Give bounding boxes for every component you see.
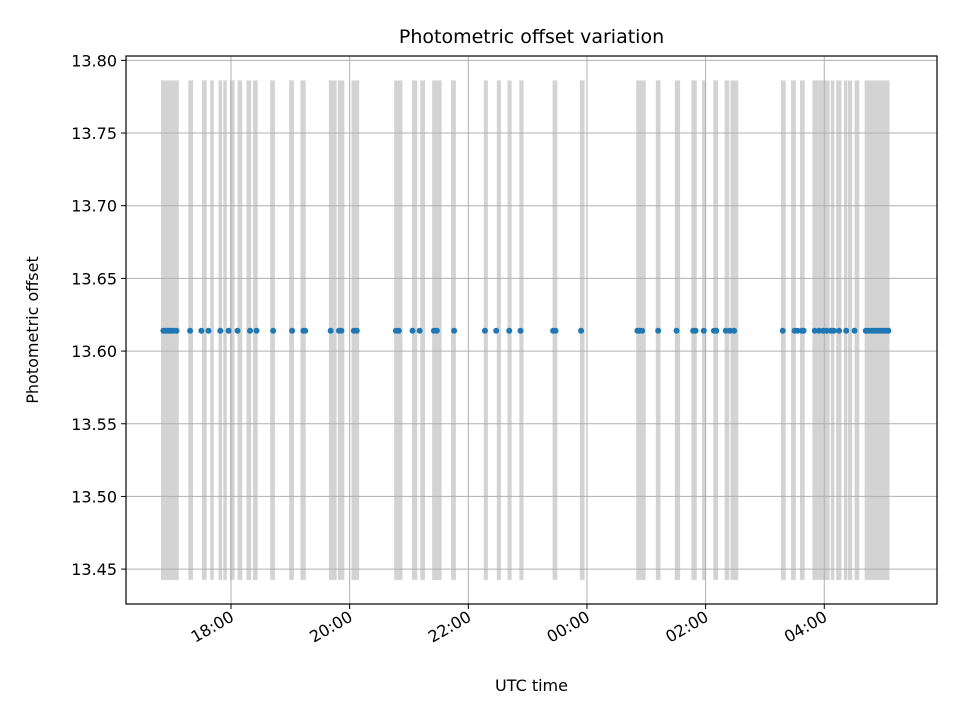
exposure-band [848,80,853,580]
data-point [327,327,334,334]
data-point [731,327,738,334]
data-point [830,327,837,334]
y-axis: 13.45 13.50 13.55 13.60 13.65 13.70 13.75 13.80 [71,51,126,579]
exposure-band [420,80,426,580]
data-point [655,327,662,334]
data-points [160,327,892,334]
x-axis-label: UTC time [495,676,568,695]
y-tick-label: 13.50 [71,487,117,506]
data-point [722,327,729,334]
y-axis-label: Photometric offset [23,256,42,404]
data-point [493,327,500,334]
data-point [815,327,822,334]
data-point [673,327,680,334]
chart-title: Photometric offset variation [399,26,664,48]
y-tick-label: 13.65 [71,269,117,288]
data-point [416,327,423,334]
data-point [700,327,707,334]
y-tick-label: 13.75 [71,124,117,143]
exposure-band [229,80,235,580]
data-point [198,327,205,334]
data-point [843,327,850,334]
plot-area [125,55,938,605]
data-point [353,327,360,334]
data-point [823,327,830,334]
data-point [217,327,224,334]
data-point [173,327,180,334]
data-point [836,327,843,334]
data-point [253,327,260,334]
data-point [289,327,296,334]
y-tick-label: 13.55 [71,415,117,434]
data-point [811,327,818,334]
data-point [506,327,513,334]
data-point [433,327,440,334]
data-point [779,327,786,334]
data-point [205,327,212,334]
y-tick-label: 13.80 [71,51,117,70]
grid [126,56,937,604]
data-point [395,327,402,334]
data-point [726,327,733,334]
data-point [851,327,858,334]
data-point [451,327,458,334]
exposure-band [210,80,214,580]
data-point [225,327,232,334]
data-point [794,327,801,334]
data-point [552,327,559,334]
data-point [338,327,345,334]
data-point [639,327,646,334]
y-tick-label: 13.70 [71,197,117,216]
data-point [409,327,416,334]
data-point [234,327,241,334]
data-point [246,327,253,334]
data-point [187,327,194,334]
data-point [800,327,807,334]
data-point [302,327,309,334]
data-point [578,327,585,334]
exposure-band [201,80,207,580]
exposure-band [223,80,227,580]
y-tick-label: 13.45 [71,560,117,579]
y-tick-label: 13.60 [71,342,117,361]
data-point [692,327,699,334]
data-point [481,327,488,334]
data-point [517,327,524,334]
plot-frame [125,55,938,605]
data-point [713,327,720,334]
data-point [270,327,277,334]
data-point [885,327,892,334]
